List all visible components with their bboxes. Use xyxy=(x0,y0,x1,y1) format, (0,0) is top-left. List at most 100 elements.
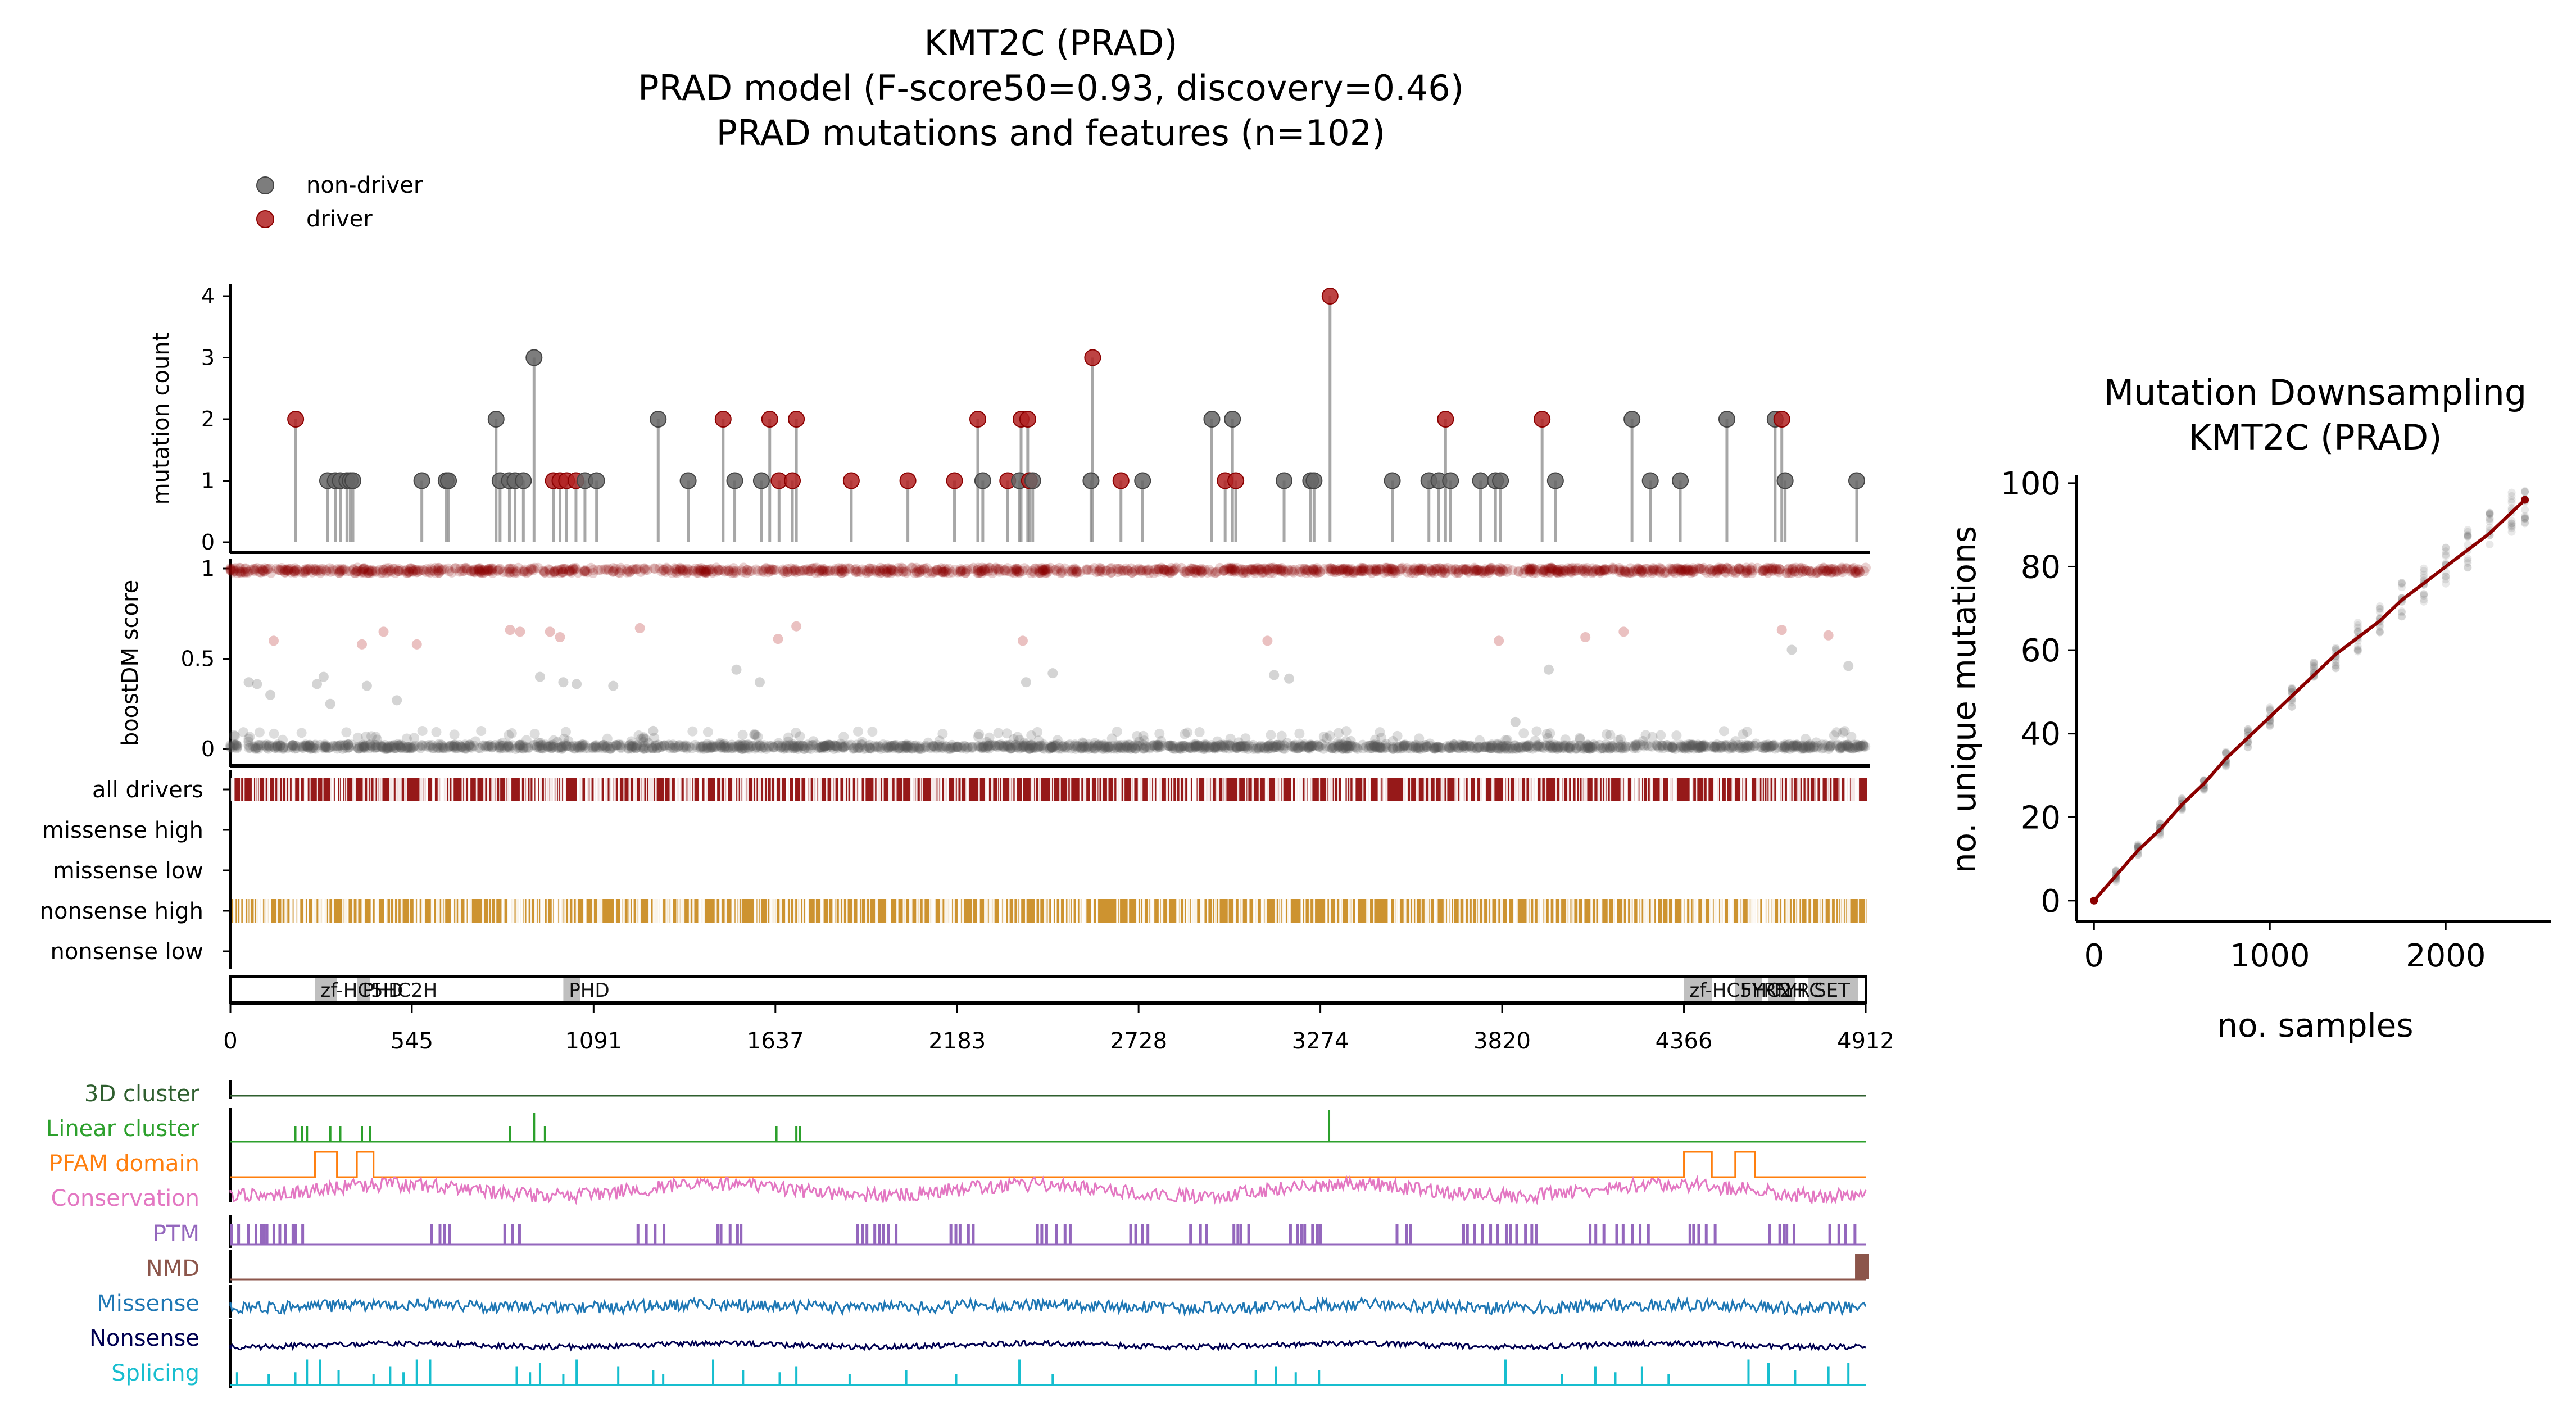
tracks-gap xyxy=(1045,899,1047,923)
boostdm-driver-point xyxy=(711,566,722,577)
boostdm-nondriver-point xyxy=(1333,728,1344,738)
tracks-gap xyxy=(1308,778,1310,801)
boostdm-driver-point xyxy=(950,565,960,575)
boostdm-driver-point xyxy=(1127,567,1137,578)
tracks-gap xyxy=(1289,899,1291,923)
boostdm-driver-point xyxy=(1851,567,1861,578)
boostdm-driver-point xyxy=(405,563,416,574)
boostdm-driver-point xyxy=(1190,567,1200,578)
boostdm-driver-point xyxy=(1826,567,1837,578)
boostdm-nondriver-point xyxy=(1698,742,1709,752)
boostdm-driver-point xyxy=(1228,562,1239,573)
boostdm-nondriver-point xyxy=(702,727,713,737)
tracks-gap xyxy=(593,778,595,801)
tracks-gap xyxy=(1814,778,1816,801)
boostdm-driver-point xyxy=(1272,564,1283,575)
boostdm-driver-point xyxy=(1267,563,1277,574)
tracks-gap xyxy=(831,778,834,801)
boostdm-driver-point xyxy=(1100,565,1111,576)
boostdm-driver-point xyxy=(682,567,692,578)
tracks-gap xyxy=(1264,899,1267,923)
feature-ptm-bar xyxy=(654,1224,657,1245)
boostdm-driver-point xyxy=(1042,566,1053,577)
tracks-gap xyxy=(1454,778,1456,801)
boostdm-driver-point xyxy=(786,563,796,574)
tracks-gap xyxy=(1274,899,1277,923)
boostdm-driver-point xyxy=(1494,635,1504,646)
tracks-gap xyxy=(1116,899,1119,923)
tracks-gap xyxy=(1188,899,1190,923)
tracks-gap xyxy=(665,899,668,923)
boostdm-driver-point xyxy=(870,565,881,576)
boostdm-driver-point xyxy=(1787,564,1798,574)
feature-ptm-bar xyxy=(1778,1224,1781,1245)
tracks-gap xyxy=(1179,778,1181,801)
boostdm-driver-point xyxy=(1813,565,1824,576)
downsampling-ytick-label: 80 xyxy=(2021,549,2061,585)
boostdm-driver-point xyxy=(1829,567,1839,578)
tracks-gap xyxy=(257,778,259,801)
tracks-gap xyxy=(772,899,774,923)
tracks-gap xyxy=(1647,778,1648,801)
tracks-gap xyxy=(932,778,933,801)
tracks-gap xyxy=(1341,778,1343,801)
tracks-gap xyxy=(1789,778,1792,801)
boostdm-driver-point xyxy=(1312,563,1322,574)
boostdm-driver-point xyxy=(791,621,802,632)
tracks-gap xyxy=(687,778,690,801)
boostdm-nondriver-point xyxy=(306,743,316,753)
boostdm-driver-point xyxy=(701,564,711,575)
lollipop-driver-point xyxy=(1321,288,1339,305)
boostdm-driver-point xyxy=(425,567,436,578)
tracks-gap xyxy=(740,778,742,801)
tracks-gap xyxy=(592,899,594,923)
tracks-gap xyxy=(1636,778,1639,801)
tracks-gap xyxy=(1607,899,1609,923)
boostdm-driver-point xyxy=(901,566,912,576)
boostdm-nondriver-point xyxy=(1855,741,1866,751)
tracks-gap xyxy=(1140,899,1141,923)
tracks-gap xyxy=(1067,899,1069,923)
boostdm-driver-point xyxy=(1676,567,1686,578)
tracks-gap xyxy=(1216,778,1218,801)
boostdm-driver-point xyxy=(1535,564,1546,574)
boostdm-nondriver-point xyxy=(428,743,438,753)
tracks-gap xyxy=(1768,899,1771,923)
tracks-gap xyxy=(642,778,645,801)
boostdm-driver-point xyxy=(1380,562,1391,573)
boostdm-driver-point xyxy=(366,567,377,578)
boostdm-driver-point xyxy=(276,565,287,576)
boostdm-driver-point xyxy=(608,566,619,577)
boostdm-driver-point xyxy=(569,565,579,575)
boostdm-nondriver-point xyxy=(1337,743,1348,753)
tracks-gap xyxy=(413,899,415,923)
boostdm-driver-point xyxy=(794,566,805,576)
boostdm-driver-point xyxy=(1485,564,1495,575)
tracks-gap xyxy=(1069,778,1072,801)
boostdm-driver-point xyxy=(1159,565,1169,575)
boostdm-nondriver-point xyxy=(1182,727,1193,738)
tracks-gap xyxy=(1689,778,1691,801)
boostdm-driver-point xyxy=(1570,565,1581,576)
tracks-gap xyxy=(322,778,324,801)
tracks-gap xyxy=(1639,778,1642,801)
boostdm-driver-point xyxy=(414,565,425,576)
lollipop-driver-point xyxy=(969,411,986,428)
lollipop-driver-point xyxy=(788,411,805,428)
boostdm-driver-point xyxy=(229,565,239,576)
boostdm-nondriver-point xyxy=(697,741,708,751)
boostdm-driver-point xyxy=(1531,565,1542,575)
boostdm-driver-point xyxy=(1037,566,1048,577)
boostdm-driver-point xyxy=(1137,565,1148,575)
tracks-gap xyxy=(1101,778,1103,801)
tracks-gap xyxy=(334,778,337,801)
tracks-gap xyxy=(1276,778,1279,801)
feature-ptm-bar xyxy=(740,1224,743,1245)
boostdm-driver-point xyxy=(362,567,373,578)
tracks-gap xyxy=(767,899,768,923)
tracks-gap xyxy=(568,899,570,923)
boostdm-driver-point xyxy=(1654,566,1665,577)
boostdm-driver-point xyxy=(1408,565,1419,575)
boostdm-driver-point xyxy=(482,566,493,577)
boostdm-driver-point xyxy=(378,564,389,575)
